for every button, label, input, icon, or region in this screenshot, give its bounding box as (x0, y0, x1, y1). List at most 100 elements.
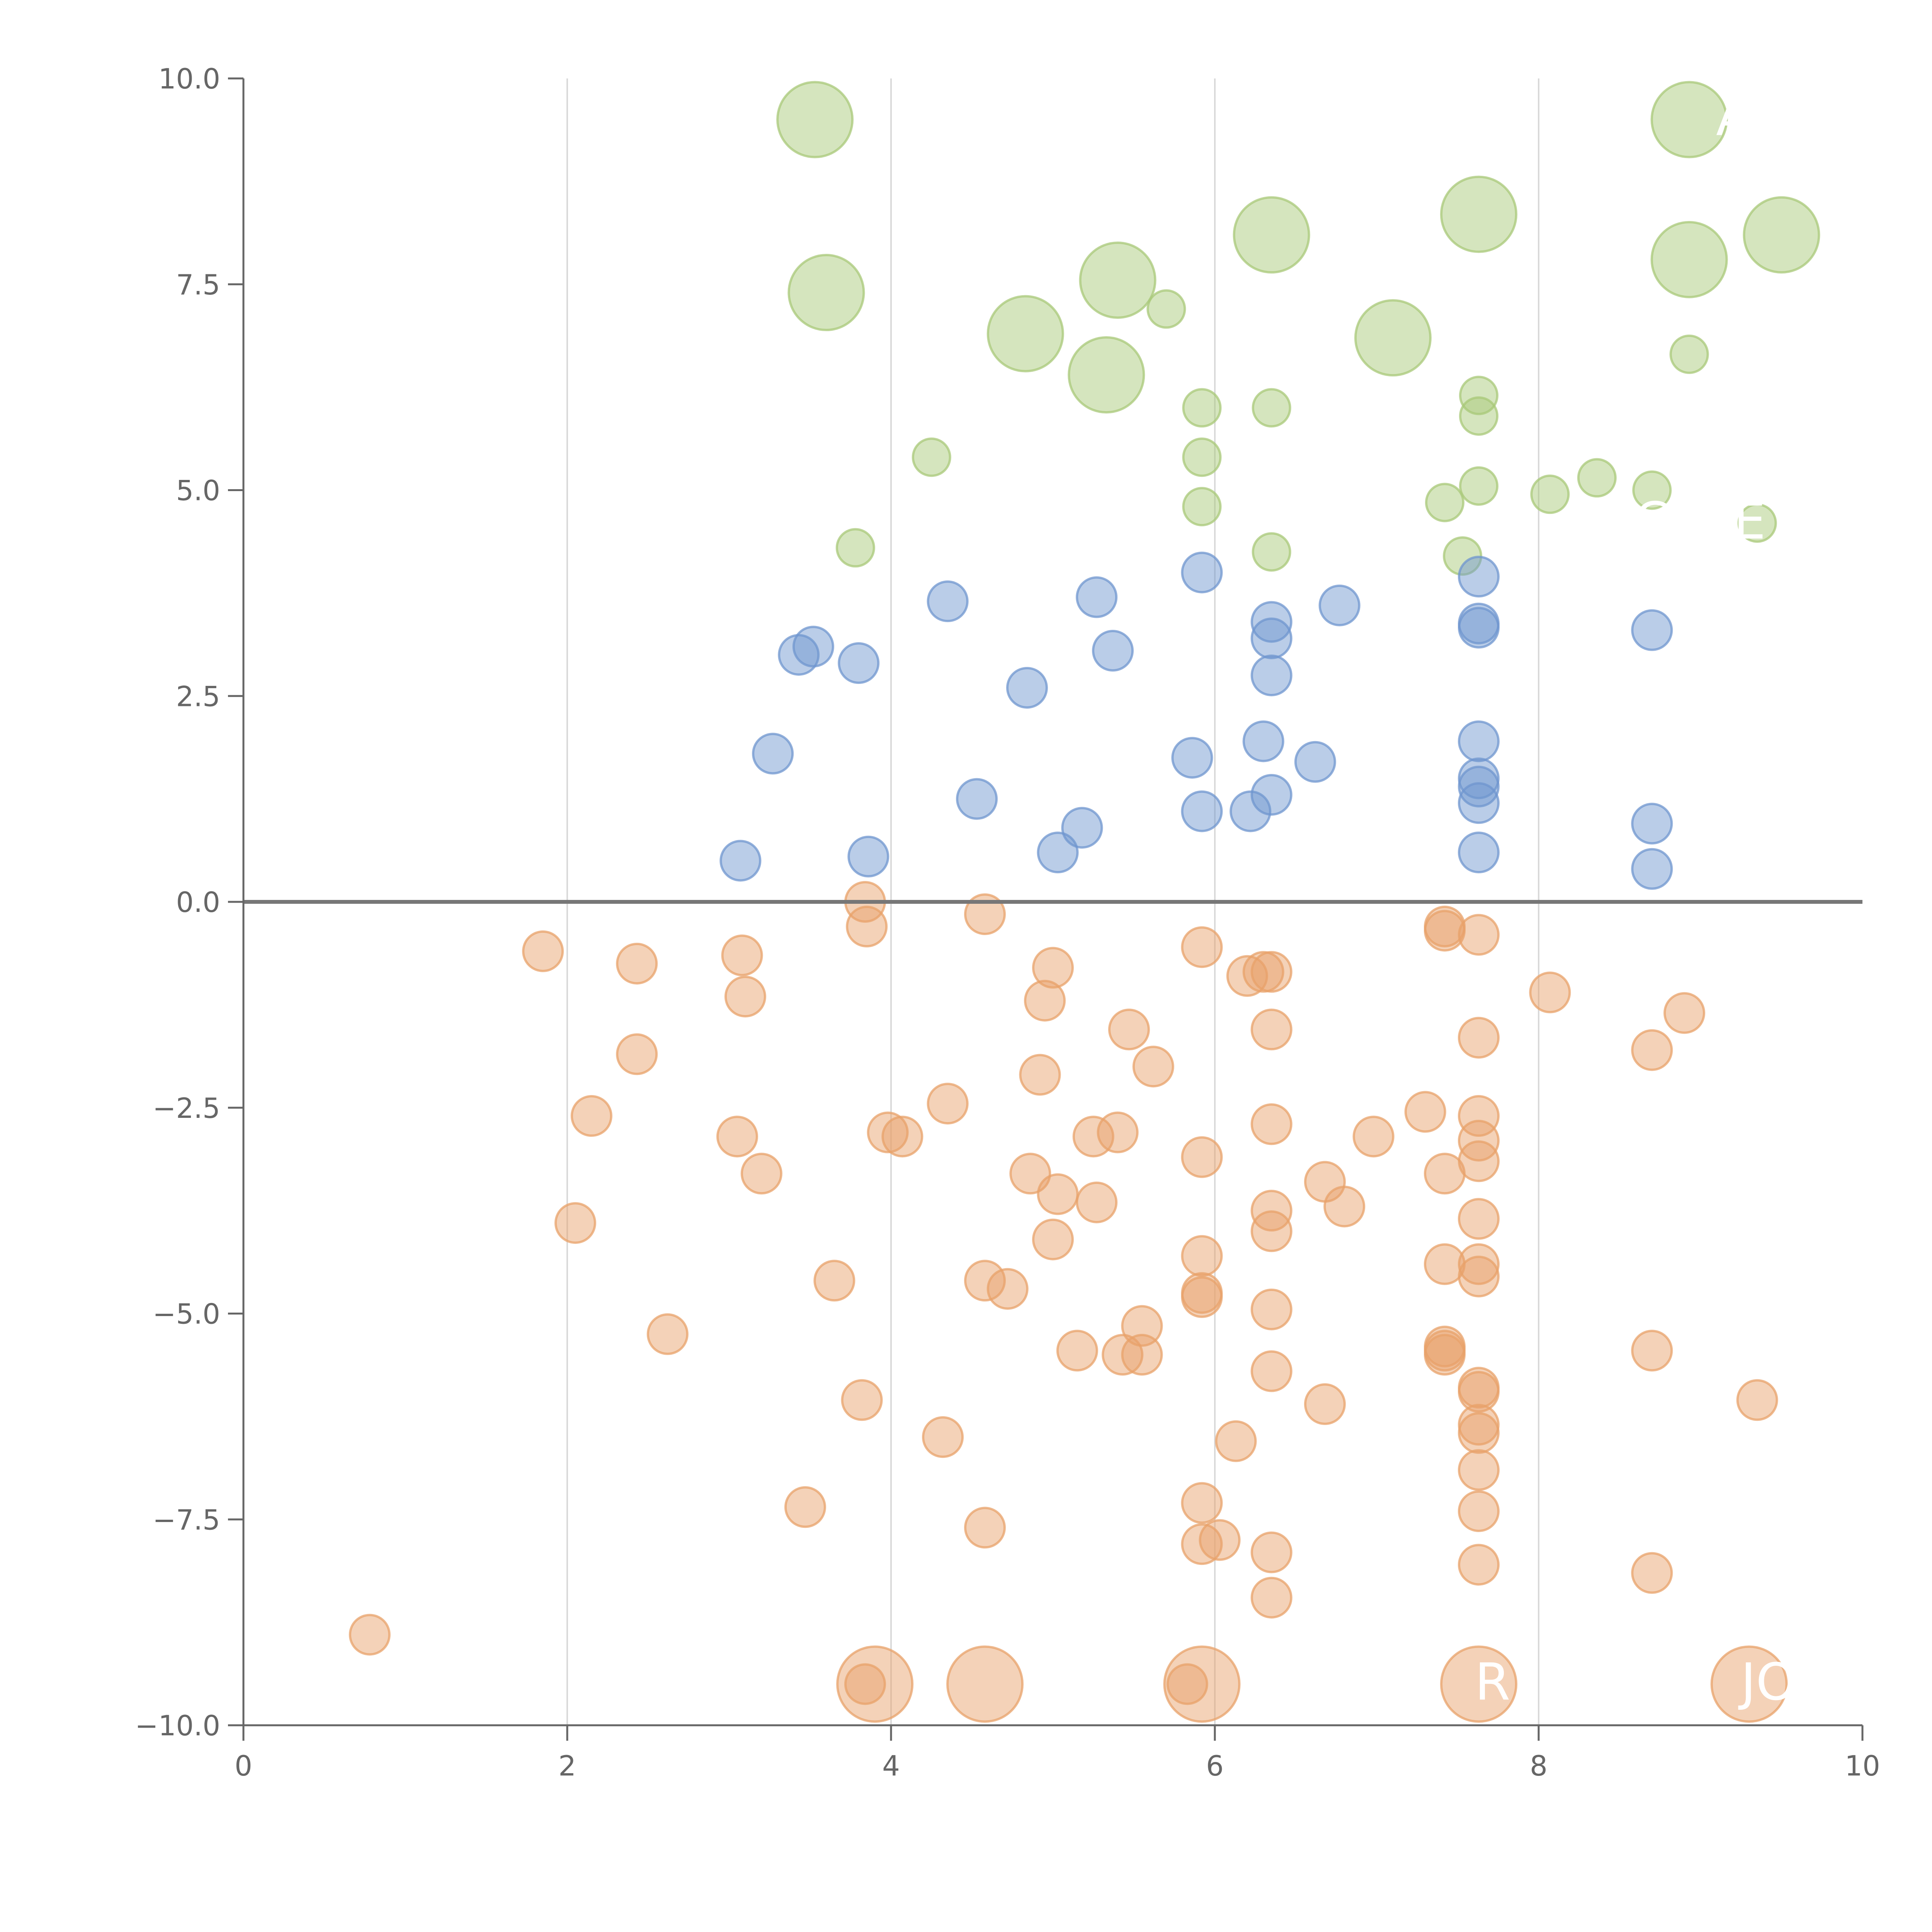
data-point-orange (964, 1507, 1006, 1549)
data-point-orange (716, 1116, 758, 1158)
data-point-orange (1440, 1645, 1517, 1723)
data-point-green (787, 254, 865, 332)
data-point-orange (1056, 1330, 1098, 1372)
data-point-blue (752, 733, 794, 775)
data-point-orange (1250, 1103, 1293, 1145)
data-point-orange (570, 1095, 612, 1137)
data-point-blue (1631, 609, 1673, 651)
data-point-orange (1458, 1243, 1500, 1285)
data-point-orange (1181, 1482, 1223, 1524)
data-point-blue (927, 580, 969, 622)
data-point-orange (1458, 1198, 1500, 1240)
data-point-orange (846, 905, 888, 947)
x-tick-label: 2 (558, 1750, 576, 1782)
data-point-blue (1181, 790, 1223, 832)
data-point-orange (946, 1645, 1024, 1723)
data-point-orange (844, 1663, 886, 1705)
data-point-orange (1024, 980, 1066, 1022)
annotation-label: JO (1738, 1652, 1796, 1712)
data-point-orange (1458, 1255, 1500, 1298)
annotation-label: R (1475, 1652, 1510, 1712)
data-point-green (1233, 196, 1310, 274)
y-tick-label: 10.0 (158, 63, 220, 95)
data-point-blue (1458, 832, 1500, 874)
data-point-orange (1423, 1334, 1466, 1376)
data-point-orange (646, 1313, 689, 1355)
data-point-orange (554, 1202, 596, 1244)
data-point-orange (1132, 1046, 1174, 1088)
data-point-green (1743, 196, 1820, 274)
y-tick-label: −2.5 (153, 1092, 220, 1124)
data-point-blue (1092, 630, 1134, 672)
data-point-orange (1304, 1383, 1346, 1425)
data-point-orange (1121, 1334, 1163, 1376)
data-point-orange (1352, 1116, 1395, 1158)
data-point-orange (1181, 1235, 1223, 1277)
data-point-orange (1121, 1305, 1163, 1347)
data-point-orange (1458, 1371, 1500, 1413)
data-point-orange (1458, 1412, 1500, 1454)
data-point-orange (1032, 1218, 1074, 1260)
x-tick-label: 0 (235, 1750, 252, 1782)
data-point-green (986, 295, 1064, 372)
data-point-green (912, 437, 951, 477)
data-point-orange (1631, 1552, 1673, 1594)
data-point-orange (1250, 1531, 1293, 1573)
y-tick-label: 7.5 (176, 269, 220, 301)
data-point-orange (1663, 992, 1706, 1034)
data-point-blue (1458, 765, 1500, 808)
data-point-blue (1631, 803, 1673, 845)
data-point-orange (1181, 1276, 1223, 1318)
data-point-green (1737, 503, 1777, 543)
data-point-orange (1458, 1449, 1500, 1491)
y-tick-label: −5.0 (153, 1298, 220, 1330)
data-point-orange (784, 1486, 826, 1528)
data-point-blue (1318, 584, 1361, 626)
data-point-orange (740, 1153, 782, 1195)
data-point-green (1252, 532, 1291, 572)
data-point-blue (1061, 807, 1103, 849)
data-point-orange (841, 1379, 883, 1421)
data-point-orange (1250, 1210, 1293, 1252)
data-point-green (1182, 487, 1222, 527)
data-point-orange (1181, 926, 1223, 968)
data-point-orange (1631, 1330, 1673, 1372)
x-tick-label: 8 (1530, 1750, 1548, 1782)
data-point-green (1182, 388, 1222, 428)
data-point-orange (1215, 1420, 1257, 1462)
data-point-blue (1458, 556, 1500, 598)
data-point-orange (927, 1083, 969, 1125)
x-tick-label: 4 (882, 1750, 900, 1782)
data-point-orange (1250, 951, 1293, 993)
data-point-orange (1323, 1185, 1366, 1228)
data-point-orange (1108, 1009, 1150, 1051)
data-point-orange (1458, 1490, 1500, 1532)
data-point-green (1440, 175, 1517, 253)
data-point-orange (1458, 1140, 1500, 1182)
data-point-green (1068, 336, 1145, 414)
data-point-blue (1006, 667, 1048, 709)
data-point-green (1079, 242, 1156, 319)
data-point-orange (867, 1111, 909, 1153)
data-point-green (1632, 470, 1672, 510)
data-point-blue (1458, 607, 1500, 649)
data-point-orange (1250, 1350, 1293, 1392)
data-point-blue (719, 840, 762, 882)
data-point-blue (1250, 617, 1293, 660)
data-point-orange (1458, 914, 1500, 956)
data-point-blue (847, 835, 889, 878)
y-tick-label: −10.0 (135, 1709, 220, 1742)
data-point-orange (1166, 1663, 1208, 1705)
data-point-orange (1736, 1379, 1778, 1421)
data-point-orange (881, 1116, 923, 1158)
data-point-orange (724, 976, 766, 1018)
data-point-green (1459, 376, 1498, 415)
x-tick-label: 10 (1845, 1750, 1880, 1782)
data-point-orange (1199, 1519, 1241, 1561)
data-point-green (1650, 221, 1728, 298)
annotation-label: KE (1700, 492, 1766, 551)
data-point-orange (616, 942, 658, 985)
data-point-blue (1294, 741, 1336, 783)
